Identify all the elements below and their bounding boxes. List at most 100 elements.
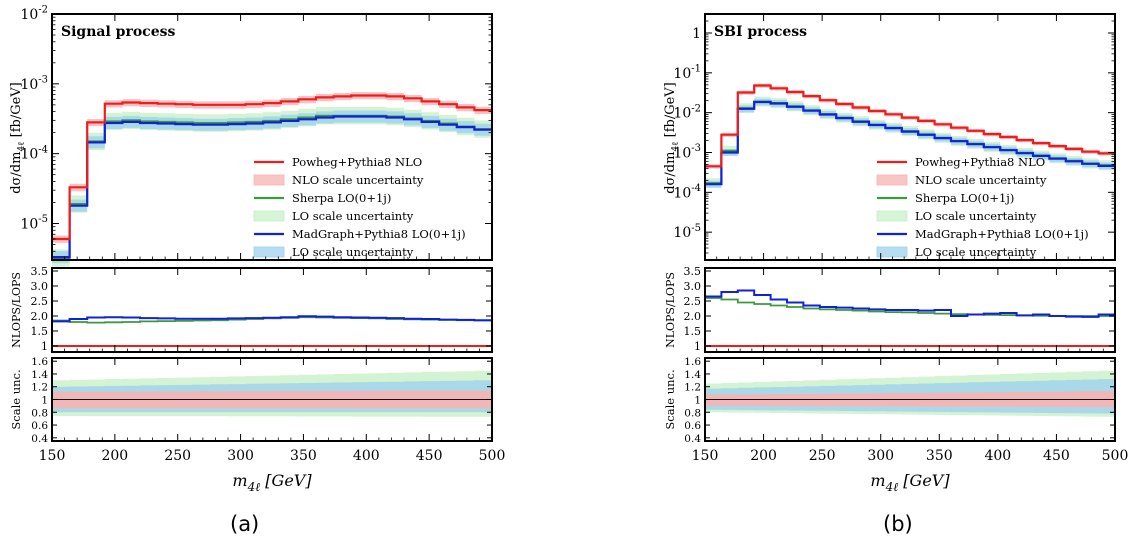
legend: Powheg+Pythia8 NLO NLO scale uncertainty S… — [253, 155, 466, 259]
scale-plot: 0.40.60.811.21.41.6 Scale unc. — [663, 356, 1116, 445]
main-frame — [51, 13, 493, 261]
x-tick-label: 500 — [479, 448, 506, 464]
panel-a: 10-5​ 10-4​ 10-3​ 10-2​ Signal process dσ/dm4… — [9, 5, 505, 494]
ratio-plot: 1 1.5 2.0 2.5 3.0 3.5 NLOPS/LOPS — [10, 265, 493, 353]
scale-y-tick-label: 0.4 — [684, 433, 701, 445]
nlo-line — [705, 84, 1115, 168]
legend-band-swatch — [253, 246, 285, 258]
x-tick-label: 250 — [164, 448, 191, 464]
panel-title: Signal process — [61, 24, 175, 40]
ratio-y-tick-label: 2.0 — [31, 310, 49, 323]
legend-entry: LO scale uncertainty — [915, 209, 1037, 223]
madgraph-scale-band — [705, 98, 1115, 188]
x-tick-label: 400 — [984, 448, 1011, 464]
scale-y-tick-label: 1.4 — [31, 369, 48, 381]
main-plot: 10-5​ 10-4​ 10-3​ 10-2​ Signal process dσ/dm4… — [9, 5, 493, 267]
x-tick-label: 350 — [290, 448, 317, 464]
scale-y-tick-label: 0.4 — [31, 433, 48, 445]
scale-frame — [51, 357, 493, 442]
panel-b: 10-5​ 10-4​ 10-3​ 10-2​ 10-1​ 1 SBI process dσ/… — [663, 13, 1129, 494]
ratio-y-tick-label: 2.5 — [31, 295, 49, 308]
legend-entry: NLO scale uncertainty — [915, 173, 1047, 187]
ratio-y-tick-label: 2.0 — [684, 310, 702, 323]
x-tick-label: 400 — [353, 448, 380, 464]
legend-entry: LO scale uncertainty — [292, 209, 414, 223]
caption-b: (b) — [883, 512, 913, 536]
madgraph-line — [52, 115, 492, 259]
scale-y-tick-label: 1 — [694, 395, 701, 407]
scale-y-tick-label: 1 — [41, 395, 48, 407]
x-axis-label: m4ℓ​ [GeV] — [232, 471, 312, 494]
y-tick-label: 10-3​ — [20, 75, 48, 93]
y-tick-label: 10-2​ — [20, 5, 48, 23]
legend: Powheg+Pythia8 NLO NLO scale uncertainty S… — [876, 155, 1089, 259]
x-tick-label: 300 — [227, 448, 254, 464]
ratio-y-tick-label: 1 — [694, 340, 701, 353]
y-tick-label: 10-4​ — [20, 144, 48, 162]
ratio-y-tick-label: 2.5 — [684, 295, 702, 308]
ratio-y-tick-label: 3.0 — [684, 280, 702, 293]
y-tick-label: 10-1​ — [673, 64, 701, 82]
legend-band-swatch — [876, 246, 908, 258]
ratio-frame — [704, 267, 1116, 353]
x-tick-label: 200 — [101, 448, 128, 464]
legend-entry: Sherpa LO(0+1j) — [292, 191, 391, 205]
legend-entry: MadGraph+Pythia8 LO(0+1j) — [915, 227, 1089, 241]
legend-entry: Sherpa LO(0+1j) — [915, 191, 1014, 205]
ratio-y-tick-label: 3.5 — [31, 265, 49, 278]
x-axis-label: m4ℓ​ [GeV] — [870, 471, 950, 494]
ratio-madgraph-line — [705, 289, 1115, 318]
ratio-y-tick-label: 1 — [41, 340, 48, 353]
scale-y-tick-label: 0.6 — [31, 420, 48, 432]
legend-entry: MadGraph+Pythia8 LO(0+1j) — [292, 227, 466, 241]
ratio-y-tick-label: 1.5 — [684, 325, 702, 338]
x-tick-label: 450 — [416, 448, 443, 464]
caption-a: (a) — [230, 512, 260, 536]
ratio-y-tick-label: 3.5 — [684, 265, 702, 278]
scale-y-tick-label: 1.6 — [31, 356, 48, 368]
scale-y-axis-label: Scale unc. — [663, 369, 677, 429]
scale-y-axis-label: Scale unc. — [9, 369, 23, 429]
nlo-line — [52, 94, 492, 241]
x-tick-label: 350 — [926, 448, 953, 464]
ratio-y-axis-label: NLOPS/LOPS — [10, 272, 23, 348]
x-tick-label: 250 — [809, 448, 836, 464]
x-tick-label: 450 — [1043, 448, 1070, 464]
ratio-plot: 1 1.5 2.0 2.5 3.0 3.5 NLOPS/LOPS — [664, 265, 1116, 353]
ratio-madgraph-line — [52, 315, 492, 323]
scale-y-tick-label: 0.8 — [31, 407, 48, 419]
x-tick-label: 150 — [692, 448, 719, 464]
x-tick-label: 150 — [39, 448, 66, 464]
x-tick-label: 300 — [867, 448, 894, 464]
sherpa-scale-band — [52, 107, 492, 267]
legend-entry: LO scale uncertainty — [292, 245, 414, 259]
y-tick-label: 10-5​ — [673, 223, 701, 241]
legend-band-swatch — [253, 210, 285, 222]
scale-y-tick-label: 1.2 — [684, 382, 701, 394]
x-tick-label: 500 — [1102, 448, 1129, 464]
ratio-y-tick-label: 1.5 — [31, 325, 49, 338]
sherpa-line — [705, 100, 1115, 185]
legend-band-swatch — [876, 210, 908, 222]
legend-entry: Powheg+Pythia8 NLO — [292, 155, 422, 169]
main-y-axis-label: dσ/dm4ℓ​ [fb/GeV] — [663, 82, 681, 194]
scale-y-tick-label: 0.8 — [684, 407, 701, 419]
scale-y-tick-label: 1.6 — [684, 356, 701, 368]
y-tick-label: 10-2​ — [673, 103, 701, 121]
nlo-scale-band — [52, 92, 492, 243]
main-frame — [704, 13, 1116, 261]
x-tick-label: 200 — [750, 448, 777, 464]
y-tick-label: 10-5​ — [20, 214, 48, 232]
legend-band-swatch — [253, 174, 285, 186]
scale-y-tick-label: 0.6 — [684, 420, 701, 432]
sherpa-scale-band — [705, 96, 1115, 189]
ratio-sherpa-line — [705, 297, 1115, 317]
legend-entry: LO scale uncertainty — [915, 245, 1037, 259]
scale-y-tick-label: 1.4 — [684, 369, 701, 381]
ratio-y-axis-label: NLOPS/LOPS — [664, 272, 677, 348]
legend-band-swatch — [876, 174, 908, 186]
ratio-y-tick-label: 3.0 — [31, 280, 49, 293]
y-tick-label: 10-3​ — [673, 143, 701, 161]
main-plot: 10-5​ 10-4​ 10-3​ 10-2​ 10-1​ 1 SBI process dσ/… — [663, 13, 1116, 261]
